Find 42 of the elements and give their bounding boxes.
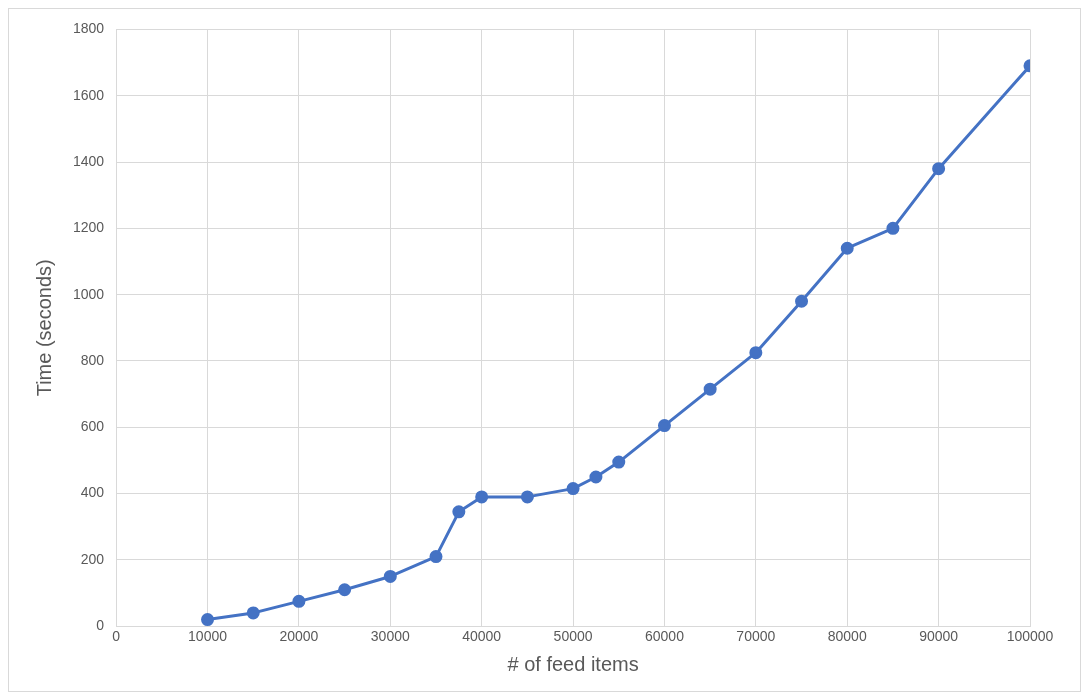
- point: [612, 455, 626, 469]
- y-tick-label: 200: [80, 550, 105, 567]
- point: [452, 505, 466, 519]
- y-tick-label: 1600: [72, 86, 105, 103]
- x-tick-label: 70000: [736, 628, 776, 645]
- x-tick-label: 50000: [553, 628, 593, 645]
- y-tick-label: 600: [80, 418, 105, 435]
- point: [292, 594, 306, 608]
- point: [703, 382, 717, 396]
- y-tick-label: 1000: [72, 285, 105, 302]
- point: [383, 569, 397, 583]
- x-axis-title: # of feed items: [507, 652, 639, 675]
- point: [566, 482, 580, 496]
- x-tick-label: 20000: [279, 628, 319, 645]
- point: [795, 294, 809, 308]
- x-tick-label: 40000: [462, 628, 502, 645]
- x-tick-label: 0: [112, 628, 121, 645]
- y-tick-label: 1200: [72, 219, 105, 236]
- y-tick-label: 400: [80, 484, 105, 501]
- point: [201, 613, 215, 627]
- point: [475, 490, 489, 504]
- point: [246, 606, 260, 620]
- point: [749, 346, 763, 360]
- y-tick-label: 1400: [72, 152, 105, 169]
- point: [429, 550, 443, 564]
- y-tick-label: 0: [96, 617, 105, 634]
- y-axis-title: Time (seconds): [32, 259, 55, 397]
- x-tick-label: 80000: [827, 628, 867, 645]
- x-tick-label: 10000: [188, 628, 228, 645]
- x-tick-label: 60000: [644, 628, 685, 645]
- x-tick-label: 100000: [1006, 628, 1054, 645]
- x-tick-label: 30000: [370, 628, 410, 645]
- x-tick-label: 90000: [919, 628, 959, 645]
- point: [886, 221, 900, 235]
- point: [932, 162, 946, 176]
- y-tick-label: 1800: [72, 20, 105, 37]
- point: [520, 490, 534, 504]
- point: [840, 241, 854, 255]
- point: [589, 470, 603, 484]
- y-tick-label: 800: [80, 351, 105, 368]
- point: [657, 419, 671, 433]
- point: [338, 583, 352, 597]
